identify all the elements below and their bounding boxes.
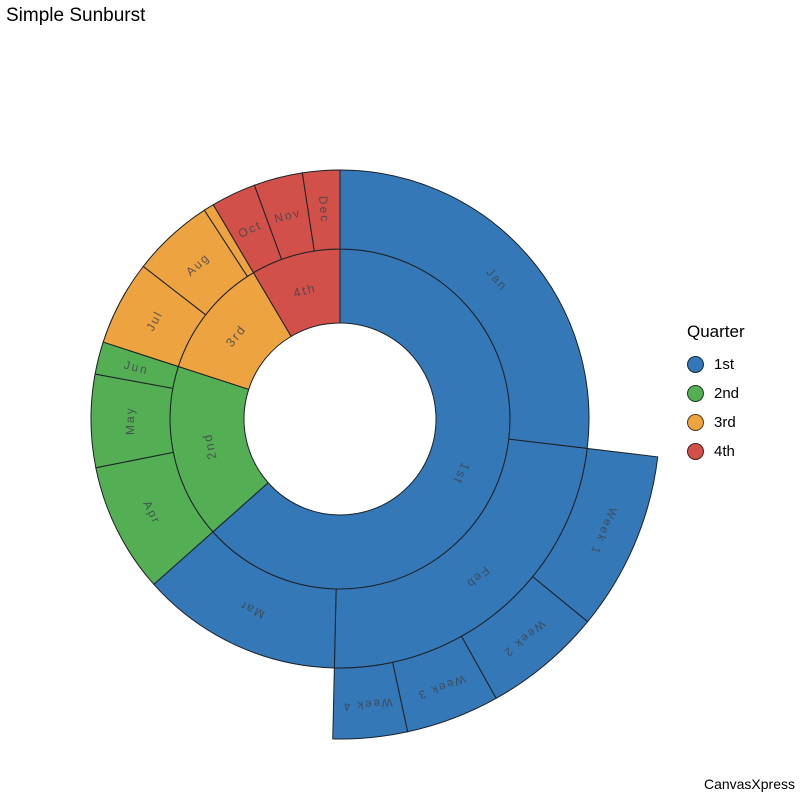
segment-dec[interactable] xyxy=(301,169,341,252)
segment-label: 2nd xyxy=(200,432,219,461)
legend-item-1st[interactable]: 1st xyxy=(687,350,745,379)
legend-swatch xyxy=(687,385,704,402)
segment-label: Dec xyxy=(316,195,332,223)
segment-label: Week 4 xyxy=(341,695,393,712)
page-title: Simple Sunburst xyxy=(6,5,146,26)
legend: Quarter 1st 2nd 3rd 4th xyxy=(687,322,745,466)
legend-item-label: 2nd xyxy=(714,385,740,402)
legend-title: Quarter xyxy=(687,322,745,341)
legend-item-label: 1st xyxy=(714,356,735,373)
watermark-canvasxpress: CanvasXpress xyxy=(703,776,795,792)
segment-label: 4th xyxy=(292,281,318,301)
segment-label: Jun xyxy=(122,358,150,378)
segment-label: Nov xyxy=(273,205,303,225)
segment-jan[interactable] xyxy=(339,169,590,450)
legend-swatch xyxy=(687,356,704,373)
legend-item-4th[interactable]: 4th xyxy=(687,437,745,466)
segment-week-4[interactable] xyxy=(332,661,409,740)
legend-item-3rd[interactable]: 3rd xyxy=(687,408,745,437)
segment-label: May xyxy=(123,406,137,435)
legend-item-2nd[interactable]: 2nd xyxy=(687,379,745,408)
legend-item-label: 3rd xyxy=(714,414,736,431)
legend-swatch xyxy=(687,414,704,431)
legend-item-label: 4th xyxy=(714,443,735,460)
legend-swatch xyxy=(687,443,704,460)
